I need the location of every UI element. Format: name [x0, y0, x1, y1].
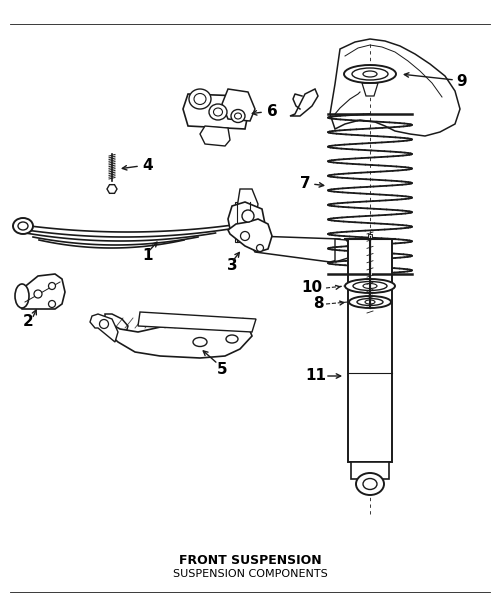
Ellipse shape: [48, 283, 56, 289]
Text: 10: 10: [302, 280, 322, 295]
Ellipse shape: [234, 113, 242, 119]
Ellipse shape: [345, 279, 395, 293]
Text: 1: 1: [143, 248, 153, 263]
Ellipse shape: [209, 104, 227, 120]
Text: 11: 11: [306, 368, 326, 384]
Ellipse shape: [15, 284, 29, 308]
Ellipse shape: [18, 222, 28, 230]
Text: 6: 6: [266, 104, 278, 120]
Polygon shape: [138, 312, 256, 332]
Ellipse shape: [193, 338, 207, 347]
Polygon shape: [222, 89, 255, 121]
Polygon shape: [200, 126, 230, 146]
Ellipse shape: [34, 290, 42, 298]
Ellipse shape: [240, 231, 250, 240]
Polygon shape: [335, 239, 352, 262]
Text: 7: 7: [300, 176, 310, 191]
Text: 2: 2: [22, 315, 34, 330]
FancyBboxPatch shape: [351, 462, 389, 479]
Ellipse shape: [256, 245, 264, 251]
Text: FRONT SUSPENSION: FRONT SUSPENSION: [178, 553, 322, 567]
Ellipse shape: [363, 71, 377, 77]
Polygon shape: [236, 189, 258, 239]
Polygon shape: [362, 83, 378, 96]
Ellipse shape: [356, 473, 384, 495]
Text: 4: 4: [142, 158, 154, 173]
Polygon shape: [18, 274, 65, 309]
Text: 5: 5: [216, 362, 228, 376]
Text: 9: 9: [456, 74, 468, 89]
Ellipse shape: [365, 300, 375, 304]
Text: SUSPENSION COMPONENTS: SUSPENSION COMPONENTS: [172, 569, 328, 579]
Ellipse shape: [363, 478, 377, 489]
Ellipse shape: [349, 296, 391, 308]
Polygon shape: [183, 94, 248, 129]
Ellipse shape: [231, 109, 245, 123]
Polygon shape: [290, 89, 318, 116]
Ellipse shape: [194, 94, 206, 104]
Ellipse shape: [48, 301, 56, 307]
Ellipse shape: [357, 298, 383, 306]
Polygon shape: [250, 236, 345, 262]
Ellipse shape: [352, 68, 388, 80]
Ellipse shape: [214, 108, 222, 116]
Polygon shape: [107, 185, 117, 193]
Polygon shape: [90, 314, 118, 342]
Ellipse shape: [363, 283, 377, 289]
Ellipse shape: [13, 218, 33, 234]
Polygon shape: [330, 39, 460, 136]
Text: 8: 8: [312, 297, 324, 312]
Ellipse shape: [344, 65, 396, 83]
Polygon shape: [228, 202, 265, 232]
Polygon shape: [235, 202, 252, 242]
Polygon shape: [228, 219, 272, 252]
Ellipse shape: [226, 335, 238, 343]
Text: 3: 3: [226, 259, 237, 274]
Polygon shape: [105, 314, 128, 336]
Ellipse shape: [242, 210, 254, 222]
FancyBboxPatch shape: [348, 239, 392, 462]
Ellipse shape: [189, 89, 211, 109]
Polygon shape: [100, 319, 252, 358]
Ellipse shape: [100, 320, 108, 329]
Ellipse shape: [353, 281, 387, 291]
